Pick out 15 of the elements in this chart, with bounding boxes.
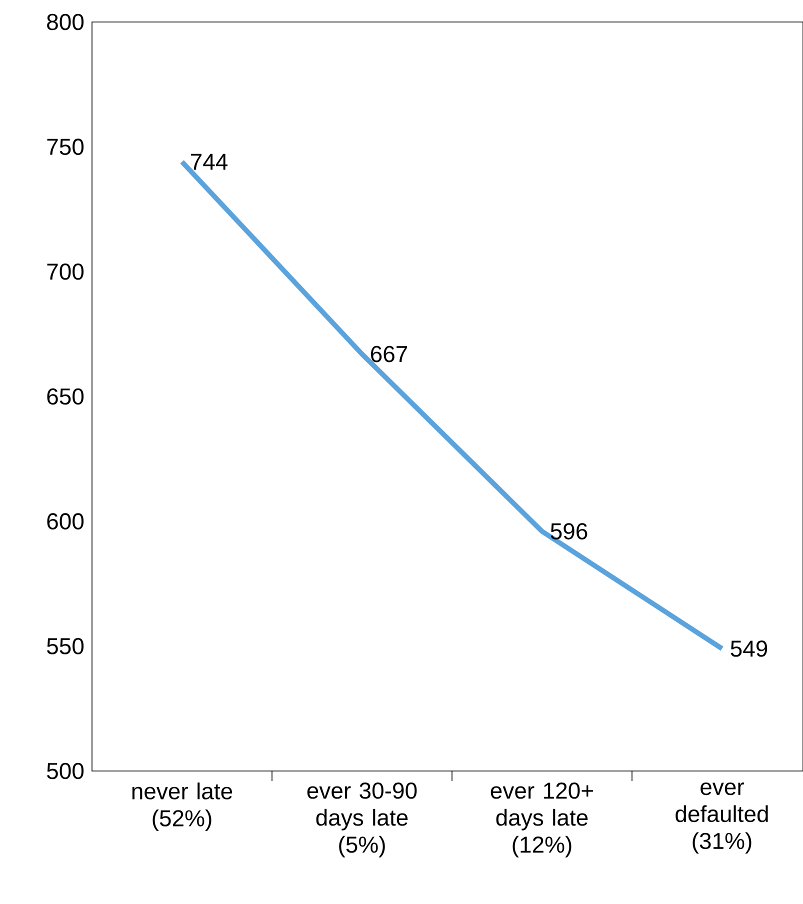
y-tick-label: 550	[46, 638, 84, 654]
x-tick-label: ever 120+ days late (12%)	[490, 782, 593, 858]
y-tick-label: 750	[47, 138, 84, 155]
data-label: 596	[550, 523, 587, 540]
y-tick-label: 700	[47, 264, 84, 280]
data-label: 667	[370, 346, 407, 362]
y-tick-label: 600	[47, 513, 84, 530]
data-label: 549	[730, 640, 767, 657]
x-tick-label: ever defaulted (31%)	[675, 782, 768, 854]
y-tick-label: 650	[47, 388, 84, 405]
y-tick-label: 500	[46, 762, 84, 780]
y-tick-label: 800	[46, 14, 84, 30]
x-tick-label: ever 30-90 days late (5%)	[307, 782, 417, 858]
x-tick-label: never late (52%)	[132, 782, 232, 831]
data-label: 744	[190, 154, 228, 170]
